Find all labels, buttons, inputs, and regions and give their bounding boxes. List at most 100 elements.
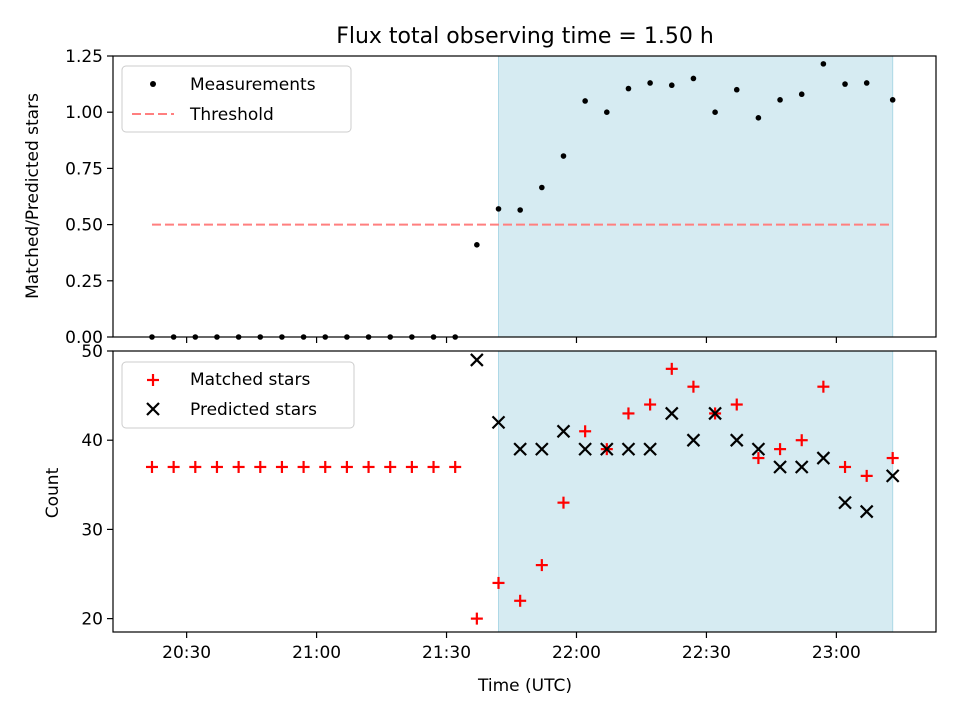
measurement-point [495, 206, 502, 212]
matched-star-point [254, 460, 267, 473]
matched-star-point [752, 452, 765, 465]
bottom-ytick-label: 30 [81, 520, 103, 540]
bottom-highlight-span [498, 350, 894, 633]
legend-matched-label: Matched stars [190, 370, 310, 390]
matched-star-point [514, 594, 527, 607]
matched-star-point [860, 469, 873, 482]
predicted-star-point [643, 442, 657, 456]
predicted-star-point [556, 424, 571, 439]
measurement-point [560, 153, 567, 159]
measurement-point [690, 75, 697, 82]
predicted-star-point [838, 495, 852, 510]
bottom-xtick-label: 21:00 [292, 643, 341, 663]
predicted-star-point [535, 442, 549, 456]
matched-star-point [665, 362, 678, 375]
matched-star-point [167, 460, 180, 473]
measurement-point [733, 86, 740, 93]
bottom-ytick-label: 20 [81, 610, 103, 630]
bottom-legend: Matched stars Predicted stars [121, 361, 355, 429]
predicted-star-point [729, 433, 744, 447]
matched-star-point [210, 460, 223, 473]
legend-measurements-marker [150, 81, 156, 87]
matched-star-point [275, 460, 288, 473]
matched-star-point [145, 460, 158, 473]
measurement-point [604, 109, 610, 115]
top-ylabel: Matched/Predicted stars [23, 93, 43, 299]
predicted-star-point [885, 469, 900, 483]
predicted-star-point [794, 460, 809, 474]
matched-star-point [319, 460, 332, 473]
measurement-point [889, 97, 896, 103]
matched-star-point [189, 460, 202, 473]
matched-star-point [886, 452, 899, 465]
predicted-star-point [816, 451, 831, 465]
bottom-ytick-label: 50 [81, 342, 103, 362]
matched-star-point [449, 460, 462, 473]
measurement-point [582, 98, 588, 104]
top-ytick-label: 0.50 [65, 216, 103, 236]
top-legend: Measurements Threshold [121, 65, 352, 133]
legend-predicted-label: Predicted stars [190, 400, 317, 420]
top-highlight-span [498, 55, 894, 338]
measurement-point [517, 207, 523, 213]
predicted-star-point [859, 504, 874, 519]
measurement-point [777, 97, 783, 103]
matched-star-point [839, 460, 852, 473]
top-ytick-label: 0.00 [65, 328, 103, 348]
bottom-ylabel: Count [43, 467, 63, 518]
measurement-point [647, 80, 653, 86]
top-panel: Flux total observing time = 1.50 h 0.00 0… [23, 24, 937, 348]
matched-star-point [730, 398, 743, 411]
predicted-star-point [664, 406, 679, 421]
measurement-point [820, 61, 827, 67]
measurement-point [842, 81, 848, 87]
bottom-xtick-label: 21:30 [422, 643, 471, 663]
matched-star-point [644, 398, 657, 411]
matched-star-point [297, 460, 310, 473]
measurement-point [668, 82, 675, 89]
measurement-point [798, 91, 805, 98]
bottom-ytick-label: 40 [81, 431, 103, 451]
predicted-star-point [686, 433, 701, 447]
matched-star-point [774, 443, 787, 456]
predicted-star-point [513, 442, 527, 456]
bottom-xtick-label: 22:30 [682, 643, 731, 663]
matched-star-point [427, 460, 440, 473]
matched-star-point [362, 460, 375, 473]
predicted-star-point [751, 442, 766, 456]
matched-star-point [470, 612, 483, 625]
measurement-point [712, 109, 718, 115]
matched-star-point [579, 425, 592, 438]
matched-star-point [535, 559, 548, 572]
bottom-xtick-label: 23:00 [812, 643, 861, 663]
top-ytick-label: 0.75 [65, 159, 103, 179]
matched-star-point [232, 460, 245, 473]
matched-star-point [340, 460, 353, 473]
measurement-point [625, 85, 632, 92]
top-ytick-label: 1.25 [65, 47, 103, 67]
predicted-star-point [621, 442, 636, 456]
legend-predicted-marker [146, 402, 160, 416]
legend-threshold-label: Threshold [189, 105, 274, 125]
legend-measurements-label: Measurements [190, 75, 316, 95]
matched-star-point [817, 380, 830, 393]
measurement-point [863, 80, 870, 86]
matched-star-point [492, 576, 505, 589]
top-ytick-label: 1.00 [65, 103, 103, 123]
top-ytick-label: 0.25 [65, 272, 103, 292]
measurement-point [474, 242, 480, 248]
matched-star-point [795, 434, 808, 447]
matched-star-point [384, 460, 397, 473]
predicted-star-point [600, 442, 614, 456]
bottom-xtick-label: 22:00 [552, 643, 601, 663]
matched-star-point [405, 460, 418, 473]
matched-star-point [687, 380, 700, 393]
predicted-star-point [470, 353, 484, 367]
matched-star-point [622, 407, 635, 420]
bottom-axes-frame [112, 350, 937, 633]
predicted-star-point [773, 460, 787, 474]
top-title: Flux total observing time = 1.50 h [336, 24, 714, 49]
matched-star-point [557, 496, 570, 509]
